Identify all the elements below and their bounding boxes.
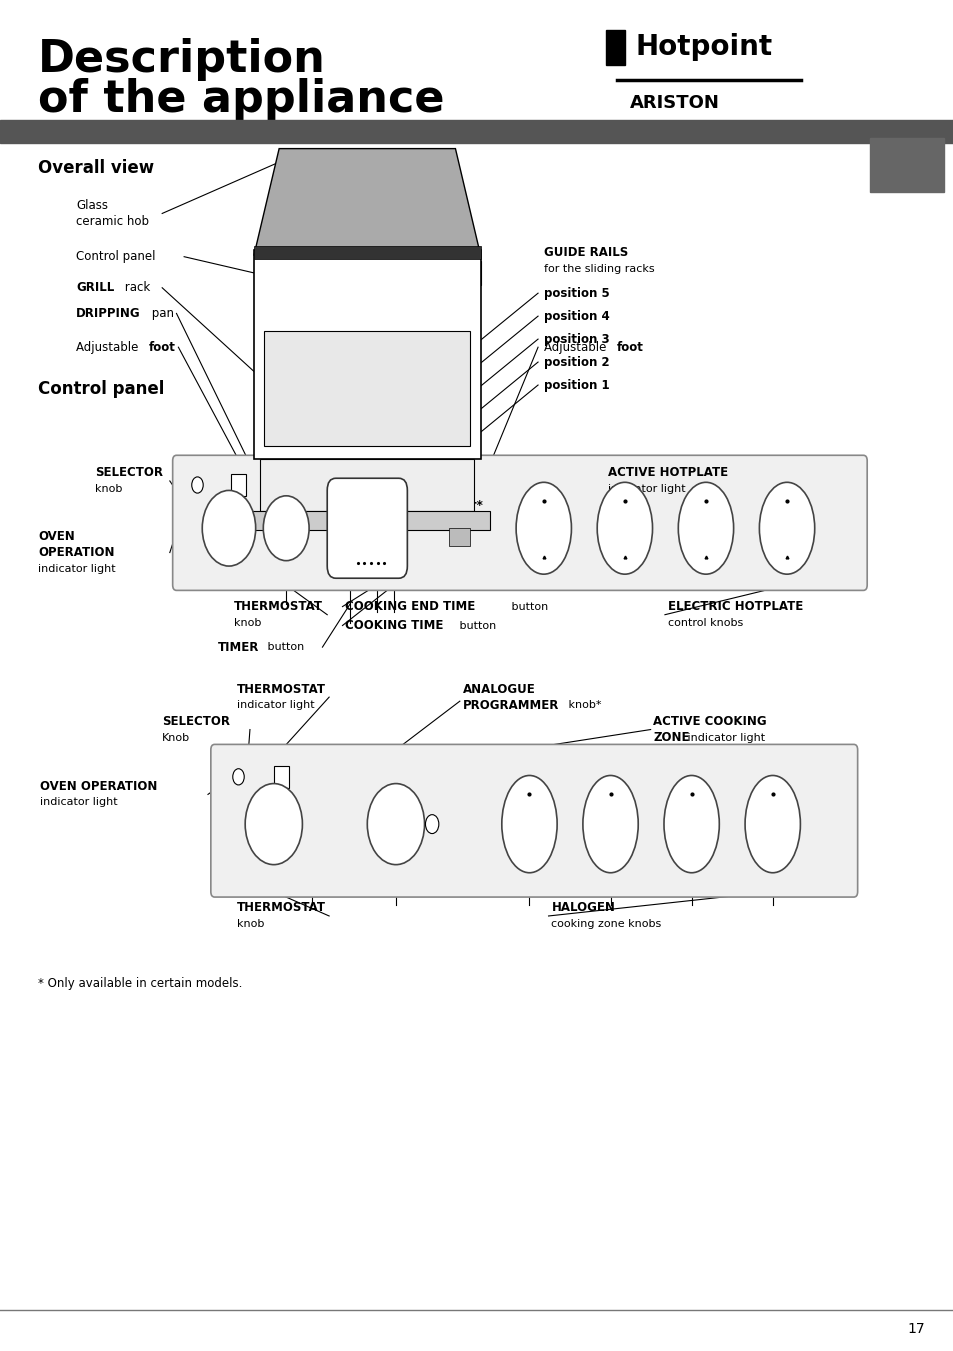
Text: * Only available in certain models.: * Only available in certain models. (38, 977, 242, 990)
Text: Description: Description (38, 38, 326, 81)
Text: position 4: position 4 (543, 309, 609, 323)
Text: programmer*: programmer* (394, 499, 482, 512)
Text: indicator light: indicator light (683, 732, 764, 743)
Text: indicator light: indicator light (358, 427, 436, 438)
Text: ZONE: ZONE (653, 731, 689, 744)
Text: knob: knob (95, 484, 123, 494)
Bar (264, 331, 470, 446)
Text: SELECTOR: SELECTOR (162, 715, 230, 728)
Text: Overall view: Overall view (38, 158, 154, 177)
Text: control knobs: control knobs (667, 617, 742, 628)
Text: TIMER: TIMER (217, 640, 258, 654)
Text: button: button (456, 620, 496, 631)
Text: THERMOSTAT: THERMOSTAT (236, 901, 325, 915)
Text: position 1: position 1 (543, 378, 609, 392)
Text: cooking: cooking (394, 482, 445, 496)
FancyBboxPatch shape (172, 455, 866, 590)
Text: THERMOSTAT: THERMOSTAT (236, 682, 325, 696)
Text: Knob: Knob (162, 732, 190, 743)
Text: Electronic: Electronic (394, 466, 459, 480)
Text: 17: 17 (907, 1323, 924, 1336)
Text: OPERATION: OPERATION (38, 546, 114, 559)
Text: rack: rack (121, 281, 151, 295)
Text: position 2: position 2 (543, 355, 609, 369)
Circle shape (425, 815, 438, 834)
Bar (449, 528, 470, 546)
Text: COOKING TIME: COOKING TIME (345, 619, 443, 632)
Text: Glass: Glass (76, 199, 109, 212)
Bar (605, 30, 624, 65)
Bar (231, 474, 246, 496)
Text: position 5: position 5 (543, 286, 609, 300)
Text: COOKING END TIME: COOKING END TIME (345, 600, 476, 613)
Ellipse shape (678, 482, 733, 574)
Bar (869, 138, 943, 192)
Ellipse shape (501, 775, 557, 873)
Text: foot: foot (616, 340, 642, 354)
Text: position 3: position 3 (543, 332, 609, 346)
Text: knob: knob (236, 919, 264, 929)
Text: pan: pan (148, 307, 173, 320)
Ellipse shape (744, 775, 800, 873)
Text: Adjustable: Adjustable (543, 340, 609, 354)
Text: ceramic hob: ceramic hob (76, 215, 150, 228)
Text: DRIPPING: DRIPPING (76, 307, 141, 320)
Text: ARISTON: ARISTON (629, 93, 719, 112)
Text: GRILL: GRILL (76, 281, 114, 295)
Ellipse shape (516, 482, 571, 574)
Text: cooking zone knobs: cooking zone knobs (551, 919, 661, 929)
Ellipse shape (663, 775, 719, 873)
Circle shape (233, 769, 244, 785)
Text: indicator light: indicator light (236, 700, 314, 711)
Text: indicator light: indicator light (38, 563, 115, 574)
Circle shape (245, 784, 302, 865)
Text: THERMOSTAT: THERMOSTAT (233, 600, 322, 613)
Bar (253, 246, 480, 259)
Ellipse shape (597, 482, 652, 574)
FancyBboxPatch shape (327, 478, 407, 578)
Bar (270, 528, 291, 546)
Text: ANALOGUE: ANALOGUE (462, 682, 535, 696)
Text: button: button (508, 601, 548, 612)
Text: ACTIVE HOTPLATE: ACTIVE HOTPLATE (607, 466, 727, 480)
Text: knob: knob (233, 617, 261, 628)
Polygon shape (253, 149, 480, 255)
Circle shape (367, 784, 424, 865)
Text: button: button (264, 642, 304, 653)
Text: foot: foot (149, 340, 175, 354)
Text: Control panel: Control panel (76, 250, 155, 263)
Text: of the appliance: of the appliance (38, 78, 444, 122)
Circle shape (202, 490, 255, 566)
Text: indicator light: indicator light (40, 797, 117, 808)
Text: SELECTOR: SELECTOR (95, 466, 163, 480)
Text: ELECTRIC HOTPLATE: ELECTRIC HOTPLATE (667, 600, 802, 613)
Bar (260, 459, 474, 511)
Text: ACTIVE COOKING: ACTIVE COOKING (653, 715, 766, 728)
Text: GUIDE RAILS: GUIDE RAILS (543, 246, 627, 259)
FancyBboxPatch shape (211, 744, 857, 897)
Circle shape (263, 496, 309, 561)
Bar (253, 250, 480, 459)
Text: OVEN OPERATION: OVEN OPERATION (40, 780, 157, 793)
Bar (274, 766, 289, 788)
Bar (253, 261, 480, 285)
Text: indicator light: indicator light (607, 484, 684, 494)
Bar (244, 511, 490, 530)
Text: PROGRAMMER: PROGRAMMER (462, 698, 558, 712)
Text: HALOGEN: HALOGEN (551, 901, 615, 915)
Text: for the sliding racks: for the sliding racks (543, 263, 654, 274)
Bar (0, 120, 953, 143)
Text: Hotpoint: Hotpoint (635, 34, 772, 61)
Circle shape (192, 477, 203, 493)
Text: Adjustable: Adjustable (76, 340, 142, 354)
Ellipse shape (759, 482, 814, 574)
Text: OVEN: OVEN (38, 530, 75, 543)
Text: knob*: knob* (564, 700, 600, 711)
Text: THERMOSTAT: THERMOSTAT (358, 409, 447, 423)
Text: Control panel: Control panel (38, 380, 164, 399)
Text: GB: GB (895, 158, 918, 172)
Ellipse shape (582, 775, 638, 873)
